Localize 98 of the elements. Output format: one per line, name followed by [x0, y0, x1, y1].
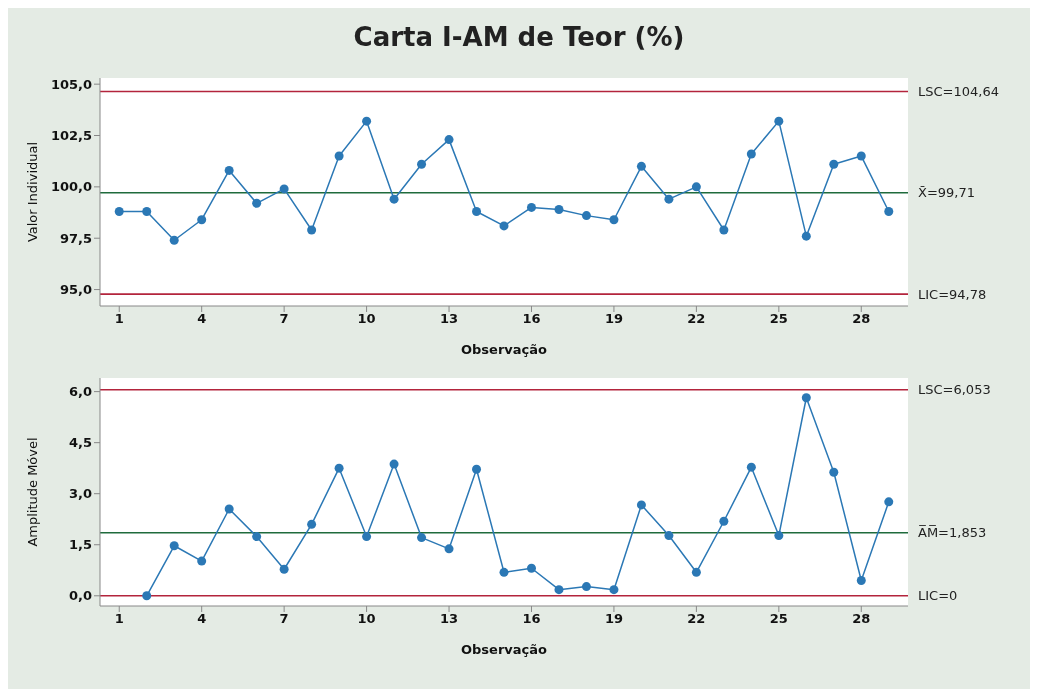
point	[609, 215, 619, 225]
y-tick-label: 95,0	[59, 282, 92, 298]
x-tick-label: 22	[687, 611, 706, 627]
point	[499, 221, 509, 231]
chart-title: Carta I-AM de Teor (%)	[352, 21, 686, 54]
point	[307, 225, 317, 235]
point	[581, 211, 591, 221]
x-tick-label: 4	[197, 611, 207, 627]
x-tick-label: 13	[439, 611, 459, 627]
x-axis-title: Observação	[461, 642, 548, 657]
x-tick-label: 10	[357, 611, 376, 627]
y-tick-label: 1,5	[68, 537, 92, 553]
point	[444, 135, 454, 145]
point	[499, 567, 509, 577]
point	[169, 235, 179, 245]
point	[252, 198, 262, 208]
y-tick-label: 97,5	[59, 230, 92, 246]
x-tick-label: 16	[522, 611, 541, 627]
x-tick-label: 28	[852, 311, 871, 327]
y-tick-label: 4,5	[68, 435, 92, 451]
ref-line-label: A̅M̅=1,853	[918, 524, 987, 541]
y-tick-label: 0,0	[68, 588, 92, 604]
point	[114, 207, 124, 217]
ref-line-label: LSC=104,64	[918, 84, 999, 100]
point	[389, 194, 399, 204]
point	[884, 497, 894, 507]
point	[526, 202, 536, 212]
point	[581, 582, 591, 592]
point	[279, 564, 289, 574]
point	[417, 533, 427, 543]
point	[691, 567, 701, 577]
point	[307, 519, 317, 529]
point	[169, 541, 179, 551]
point	[362, 532, 372, 542]
point	[691, 182, 701, 192]
point	[856, 151, 866, 161]
point	[801, 231, 811, 241]
point	[279, 184, 289, 194]
ref-line-label: LIC=0	[918, 588, 958, 604]
point	[746, 462, 756, 472]
y-tick-label: 100,0	[50, 179, 92, 195]
x-tick-label: 1	[114, 311, 124, 327]
point	[142, 591, 152, 601]
point	[334, 463, 344, 473]
point	[554, 204, 564, 214]
point	[362, 116, 372, 126]
point	[554, 585, 564, 595]
x-tick-label: 22	[687, 311, 706, 327]
point	[774, 531, 784, 541]
x-tick-label: 28	[852, 611, 871, 627]
y-tick-label: 105,0	[50, 76, 92, 92]
x-tick-label: 7	[279, 311, 289, 327]
point	[664, 194, 674, 204]
point	[884, 207, 894, 217]
y-axis-title: Valor Individual	[24, 141, 40, 243]
point	[252, 532, 262, 542]
x-tick-label: 10	[357, 311, 376, 327]
point	[636, 161, 646, 171]
ref-line-label: LSC=6,053	[918, 382, 991, 398]
x-tick-label: 19	[604, 311, 623, 327]
point	[719, 516, 729, 526]
ref-line-label: LIC=94,78	[918, 286, 987, 302]
point	[526, 563, 536, 573]
point	[801, 393, 811, 403]
point	[829, 159, 839, 169]
point	[472, 207, 482, 217]
point	[609, 585, 619, 595]
y-tick-label: 6,0	[68, 384, 92, 400]
y-tick-label: 102,5	[50, 128, 92, 144]
x-axis-title: Observação	[461, 342, 548, 357]
x-tick-label: 16	[522, 311, 541, 327]
point	[197, 215, 207, 225]
ref-line-label: X̄=99,71	[918, 185, 976, 201]
point	[224, 504, 234, 514]
x-tick-label: 25	[769, 311, 788, 327]
point	[829, 467, 839, 477]
point	[417, 159, 427, 169]
y-axis-title: Amplitude Móvel	[24, 437, 40, 547]
point	[746, 149, 756, 159]
point	[444, 544, 454, 554]
point	[472, 464, 482, 474]
point	[636, 500, 646, 510]
x-tick-label: 13	[439, 311, 459, 327]
point	[719, 225, 729, 235]
point	[856, 575, 866, 585]
x-tick-label: 1	[114, 611, 124, 627]
x-tick-label: 4	[197, 311, 207, 327]
x-tick-label: 7	[279, 611, 289, 627]
y-tick-label: 3,0	[68, 486, 92, 502]
point	[389, 459, 399, 469]
point	[774, 116, 784, 126]
point	[197, 556, 207, 566]
x-tick-label: 19	[604, 611, 623, 627]
point	[334, 151, 344, 161]
point	[224, 165, 234, 175]
point	[142, 207, 152, 217]
x-tick-label: 25	[769, 611, 788, 627]
point	[664, 531, 674, 541]
